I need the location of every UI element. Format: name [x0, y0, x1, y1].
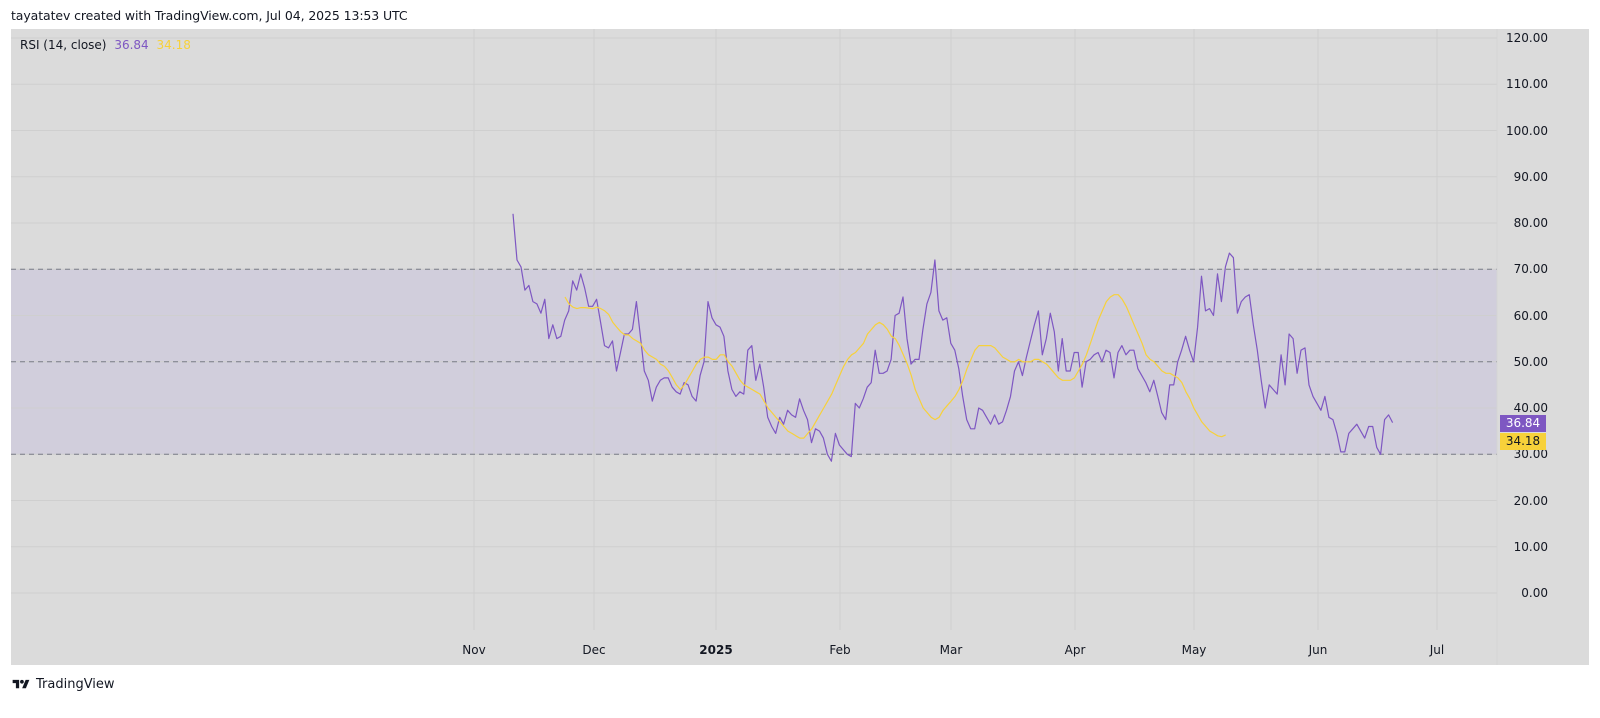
y-tick-label: 30.00: [1513, 447, 1548, 462]
brand-name: TradingView: [36, 677, 115, 692]
tradingview-logo-icon: [12, 679, 30, 689]
x-tick-label: Dec: [582, 643, 606, 657]
y-tick-label: 110.00: [1506, 77, 1548, 92]
y-tick-label: 80.00: [1513, 216, 1548, 230]
ma-value: 34.18: [156, 38, 191, 52]
x-tick-label: Jul: [1429, 643, 1445, 657]
x-tick-label: Mar: [939, 643, 963, 657]
ma-price-tag: 34.18: [1500, 433, 1546, 450]
y-tick-label: 40.00: [1513, 401, 1548, 415]
indicator-legend[interactable]: RSI (14, close) 36.84 34.18: [20, 38, 191, 52]
x-tick-label: Jun: [1308, 643, 1328, 657]
y-tick-label: 70.00: [1513, 262, 1548, 277]
chart-attribution: tayatatev created with TradingView.com, …: [11, 8, 408, 23]
x-tick-label: Nov: [462, 643, 486, 657]
rsi-value: 36.84: [114, 38, 149, 52]
y-tick-label: 120.00: [1506, 31, 1548, 45]
rsi-price-tag: 36.84: [1500, 415, 1546, 432]
x-tick-label: May: [1181, 643, 1207, 657]
x-tick-label: Apr: [1064, 643, 1086, 657]
y-tick-label: 10.00: [1513, 539, 1548, 554]
x-tick-label: 2025: [699, 643, 733, 657]
x-tick-label: Feb: [829, 643, 851, 657]
y-tick-label: 50.00: [1513, 354, 1548, 369]
rsi-line: [512, 213, 1394, 462]
tradingview-brand[interactable]: TradingView: [11, 677, 115, 692]
y-tick-label: 0.00: [1521, 586, 1548, 600]
rsi-ma-line: [564, 294, 1226, 439]
y-tick-label: 100.00: [1506, 123, 1548, 138]
y-tick-label: 90.00: [1513, 169, 1548, 184]
y-tick-label: 60.00: [1513, 308, 1548, 323]
indicator-name: RSI (14, close): [20, 38, 107, 52]
y-tick-label: 20.00: [1513, 493, 1548, 508]
